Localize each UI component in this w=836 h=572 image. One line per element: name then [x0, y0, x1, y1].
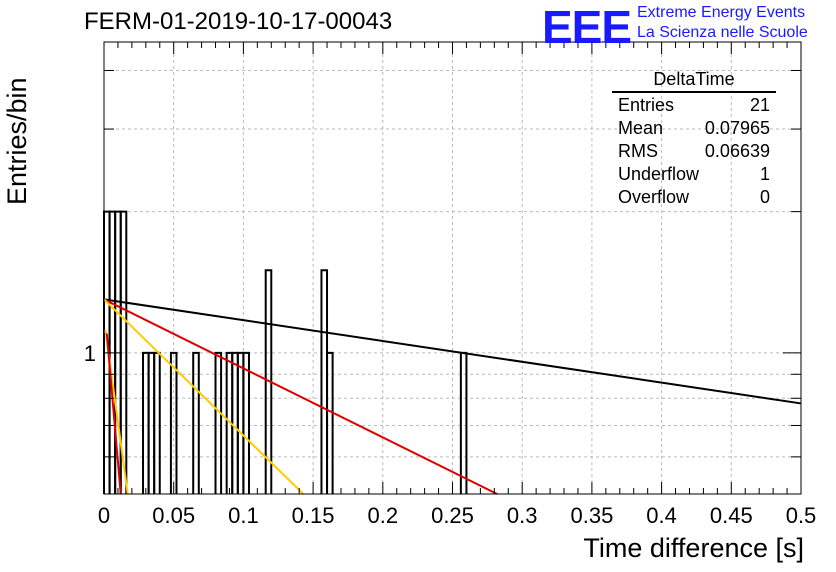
stats-value: 21 [749, 95, 770, 115]
histogram-bin [192, 351, 200, 494]
stats-label: Mean [618, 118, 664, 138]
stats-value: 0.07965 [704, 118, 770, 138]
x-tick-label: 0.15 [292, 503, 335, 528]
chart-title: FERM-01-2019-10-17-00043 [84, 8, 393, 35]
stats-value: 1 [759, 164, 770, 184]
stats-row-rms: RMS 0.06639 [612, 140, 776, 163]
stats-value: 0 [759, 187, 770, 207]
x-tick-label: 0.25 [431, 503, 474, 528]
stats-label: RMS [618, 141, 658, 161]
stats-label: Underflow [618, 164, 700, 184]
histogram-bin [459, 351, 468, 494]
fit-line [103, 298, 802, 405]
fit-line [103, 298, 305, 495]
stats-title: DeltaTime [612, 69, 776, 93]
stats-row-mean: Mean 0.07965 [612, 117, 776, 140]
logo-subtitle-2: La Scienza nelle Scuole [637, 24, 808, 41]
x-tick-label: 0.05 [152, 503, 195, 528]
x-tick-label: 0.45 [710, 503, 753, 528]
stats-row-underflow: Underflow 1 [612, 163, 776, 186]
x-tick-label: 0.1 [228, 503, 259, 528]
stats-box: DeltaTime Entries 21 Mean 0.07965 RMS 0.… [612, 69, 776, 209]
eee-logo: EEE [542, 1, 632, 53]
x-tick-label: 0.4 [646, 503, 677, 528]
x-tick-label: 0.2 [368, 503, 399, 528]
x-axis-label: Time difference [s] [583, 533, 804, 563]
stats-label: Entries [618, 95, 675, 115]
x-tick-label: 0 [98, 503, 110, 528]
histogram-bin [242, 351, 250, 494]
x-tick-label: 0.3 [507, 503, 538, 528]
y-tick-label: 1 [84, 341, 96, 366]
x-tick-label: 0.5 [786, 503, 817, 528]
stats-label: Overflow [618, 187, 690, 207]
stats-row-overflow: Overflow 0 [612, 186, 776, 209]
histogram-bin [214, 351, 223, 494]
stats-value: 0.06639 [704, 141, 770, 161]
logo-subtitle-1: Extreme Energy Events [637, 4, 806, 21]
fit-line [105, 333, 122, 495]
x-tick-label: 0.35 [570, 503, 613, 528]
stats-row-entries: Entries 21 [612, 94, 776, 117]
histogram-bin [326, 351, 334, 494]
fit-line [103, 298, 498, 495]
histogram-bin [169, 351, 178, 494]
histogram-bin [153, 351, 161, 494]
y-axis-label: Entries/bin [2, 77, 32, 205]
